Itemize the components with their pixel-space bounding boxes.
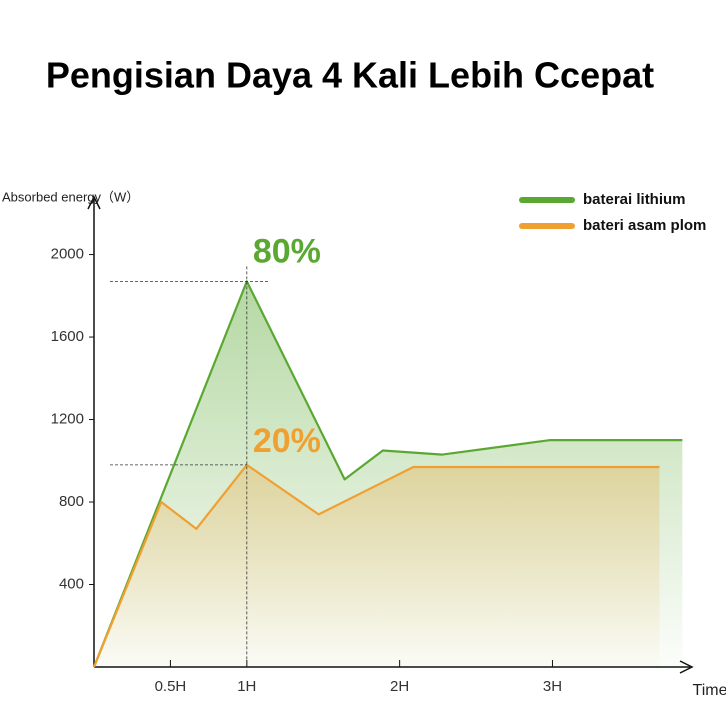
y-tick-label: 2000 xyxy=(51,246,84,263)
y-tick-label: 1600 xyxy=(51,328,84,345)
annotation: 80% xyxy=(253,232,321,270)
x-axis-arrow xyxy=(679,660,694,674)
legend-label: bateri asam plom xyxy=(583,217,706,234)
y-tick-label: 400 xyxy=(59,575,84,592)
y-tick-label: 1200 xyxy=(51,411,84,428)
y-tick-label: 800 xyxy=(59,493,84,510)
y-axis-arrow xyxy=(87,195,101,210)
y-axis-label: Absorbed energy（W） xyxy=(2,189,139,204)
x-tick-label: 2H xyxy=(390,678,409,695)
x-tick-label: 3H xyxy=(543,678,562,695)
x-axis-label: Time xyxy=(693,682,726,699)
legend-label: baterai lithium xyxy=(583,191,686,208)
chart-title: Pengisian Daya 4 Kali Lebih Ccepat xyxy=(46,55,654,96)
x-tick-label: 1H xyxy=(237,678,256,695)
area xyxy=(94,464,660,667)
x-tick-label: 0.5H xyxy=(155,678,187,695)
annotation: 20% xyxy=(253,422,321,460)
